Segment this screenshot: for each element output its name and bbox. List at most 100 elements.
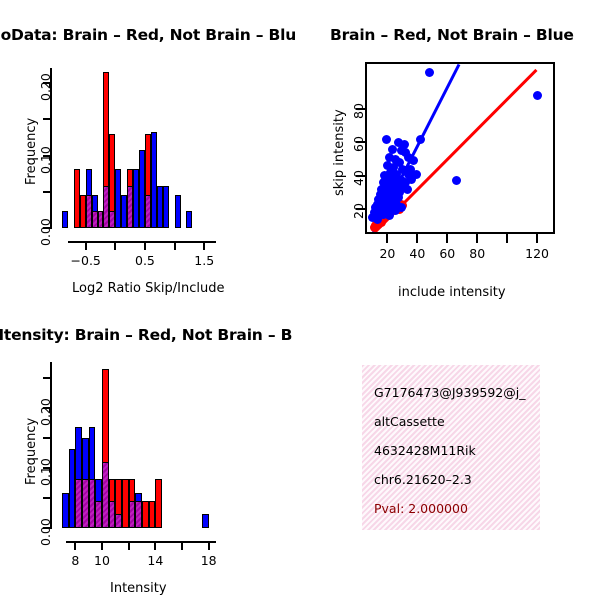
histogram-bar: [186, 211, 193, 228]
histogram-bar-overlap: [97, 211, 104, 228]
intensity-histogram-ylabel: Frequency: [24, 417, 39, 485]
histogram-bar-overlap: [82, 478, 89, 528]
ytick: [43, 190, 52, 193]
histogram-bar-overlap: [75, 478, 82, 528]
ytick: [43, 377, 52, 379]
ratio-histogram-yaxis: [50, 68, 52, 228]
xtick-label: 80: [469, 246, 486, 261]
ytick-label: 0.00: [38, 518, 53, 546]
xtick-label: 60: [439, 246, 456, 261]
histogram-bar-overlap: [109, 211, 116, 228]
ytick-label: 60: [351, 136, 366, 153]
xtick: [536, 234, 539, 243]
histogram-bar-overlap: [135, 501, 142, 528]
scatter-point-blue: [384, 173, 394, 183]
ytick-label: 80: [351, 102, 366, 119]
histogram-bar-overlap: [127, 185, 134, 228]
ytick: [43, 467, 52, 469]
scatter-point-blue: [381, 134, 391, 144]
ytick: [356, 207, 365, 210]
scatter-panel: Brain – Red, Not Brain – Blue 20 40 60 80 s…: [300, 0, 600, 300]
scatter-point-blue: [384, 153, 394, 162]
ytick: [43, 118, 52, 121]
ratio-histogram-xlabel: Log2 Ratio Skip/Include: [72, 281, 225, 296]
histogram-bar: [68, 448, 76, 528]
histogram-bar: [162, 185, 169, 228]
ytick-label: 20: [351, 203, 366, 219]
histogram-bar: [150, 132, 157, 228]
xtick: [114, 241, 117, 250]
scatter-point-red: [369, 223, 379, 232]
scatter-point-blue: [396, 203, 406, 213]
xtick-label: 20: [379, 246, 396, 261]
scatter-point-blue: [387, 144, 397, 154]
intensity-histogram-yaxis: [50, 362, 52, 528]
histogram-bar: [121, 195, 128, 228]
histogram-bar-overlap: [108, 501, 116, 528]
info-line-event-type: altCassette: [374, 414, 445, 429]
xtick: [154, 541, 157, 550]
scatter-point-blue: [393, 193, 403, 203]
scatter-point-blue: [452, 176, 462, 186]
xtick: [181, 541, 183, 550]
scatter-point-blue: [401, 178, 411, 188]
ytick: [43, 82, 52, 85]
xtick-label: 18: [200, 553, 217, 568]
histogram-bar-overlap: [115, 514, 122, 528]
xtick: [207, 541, 210, 550]
intensity-histogram-plot-area: [62, 366, 222, 528]
ytick: [43, 407, 52, 409]
histogram-bar: [142, 501, 149, 528]
ytick: [43, 227, 52, 229]
xtick-label: 1.5: [194, 253, 215, 268]
xtick-label: 10: [94, 553, 110, 568]
xtick: [446, 234, 449, 243]
scatter-point-blue: [384, 211, 394, 221]
xtick: [173, 241, 176, 250]
histogram-bar-overlap: [144, 195, 151, 228]
xtick-label: 120: [525, 246, 549, 261]
ytick-label: 0.10: [38, 458, 53, 486]
scatter-point-blue: [401, 148, 411, 157]
info-panel: G7176473@J939592@j_ altCassette 4632428M11…: [300, 300, 600, 600]
scatter-point-blue: [389, 163, 399, 173]
info-line-probe-id: G7176473@J939592@j_: [374, 385, 526, 400]
xtick: [476, 234, 479, 243]
histogram-bar: [156, 185, 163, 228]
ratio-histogram-panel: atioData: Brain – Red, Not Brain – Blu 0…: [0, 0, 300, 300]
ytick-label: 0.00: [38, 218, 53, 246]
ytick-label: 0.10: [38, 145, 53, 174]
histogram-bar: [139, 149, 145, 228]
histogram-bar-overlap: [91, 211, 98, 228]
scatter-point-blue: [378, 209, 388, 219]
scatter-point-blue: [408, 156, 418, 166]
ratio-histogram-plot-area: [62, 65, 222, 228]
xtick: [386, 234, 389, 243]
scatter-point-blue: [390, 206, 400, 216]
histogram-bar: [133, 168, 140, 228]
xtick-label: 8: [71, 553, 80, 568]
scatter-point-blue: [416, 134, 426, 144]
xtick: [416, 234, 419, 243]
ytick: [356, 107, 365, 110]
histogram-bar: [155, 478, 162, 528]
info-line-pvalue: Pval: 2.000000: [374, 501, 468, 516]
scatter-point-blue: [411, 169, 421, 179]
scatter-point-blue: [390, 174, 400, 184]
histogram-bar: [62, 211, 68, 228]
ytick-label: 0.20: [38, 73, 53, 102]
xtick-label: −0.5: [70, 253, 101, 268]
xtick: [84, 241, 87, 250]
ytick: [356, 141, 365, 144]
xtick-label: 14: [147, 553, 164, 568]
scatter-title: Brain – Red, Not Brain – Blue: [330, 26, 574, 44]
info-line-locus: chr6.21620–2.3: [374, 472, 472, 487]
ytick: [356, 174, 365, 177]
ytick-label: 40: [351, 169, 366, 186]
ytick: [43, 154, 52, 157]
ytick: [43, 497, 52, 499]
scatter-point-blue: [405, 164, 415, 174]
scatter-point-blue: [380, 204, 390, 214]
xtick: [74, 541, 77, 550]
scatter-point-blue: [404, 169, 414, 179]
